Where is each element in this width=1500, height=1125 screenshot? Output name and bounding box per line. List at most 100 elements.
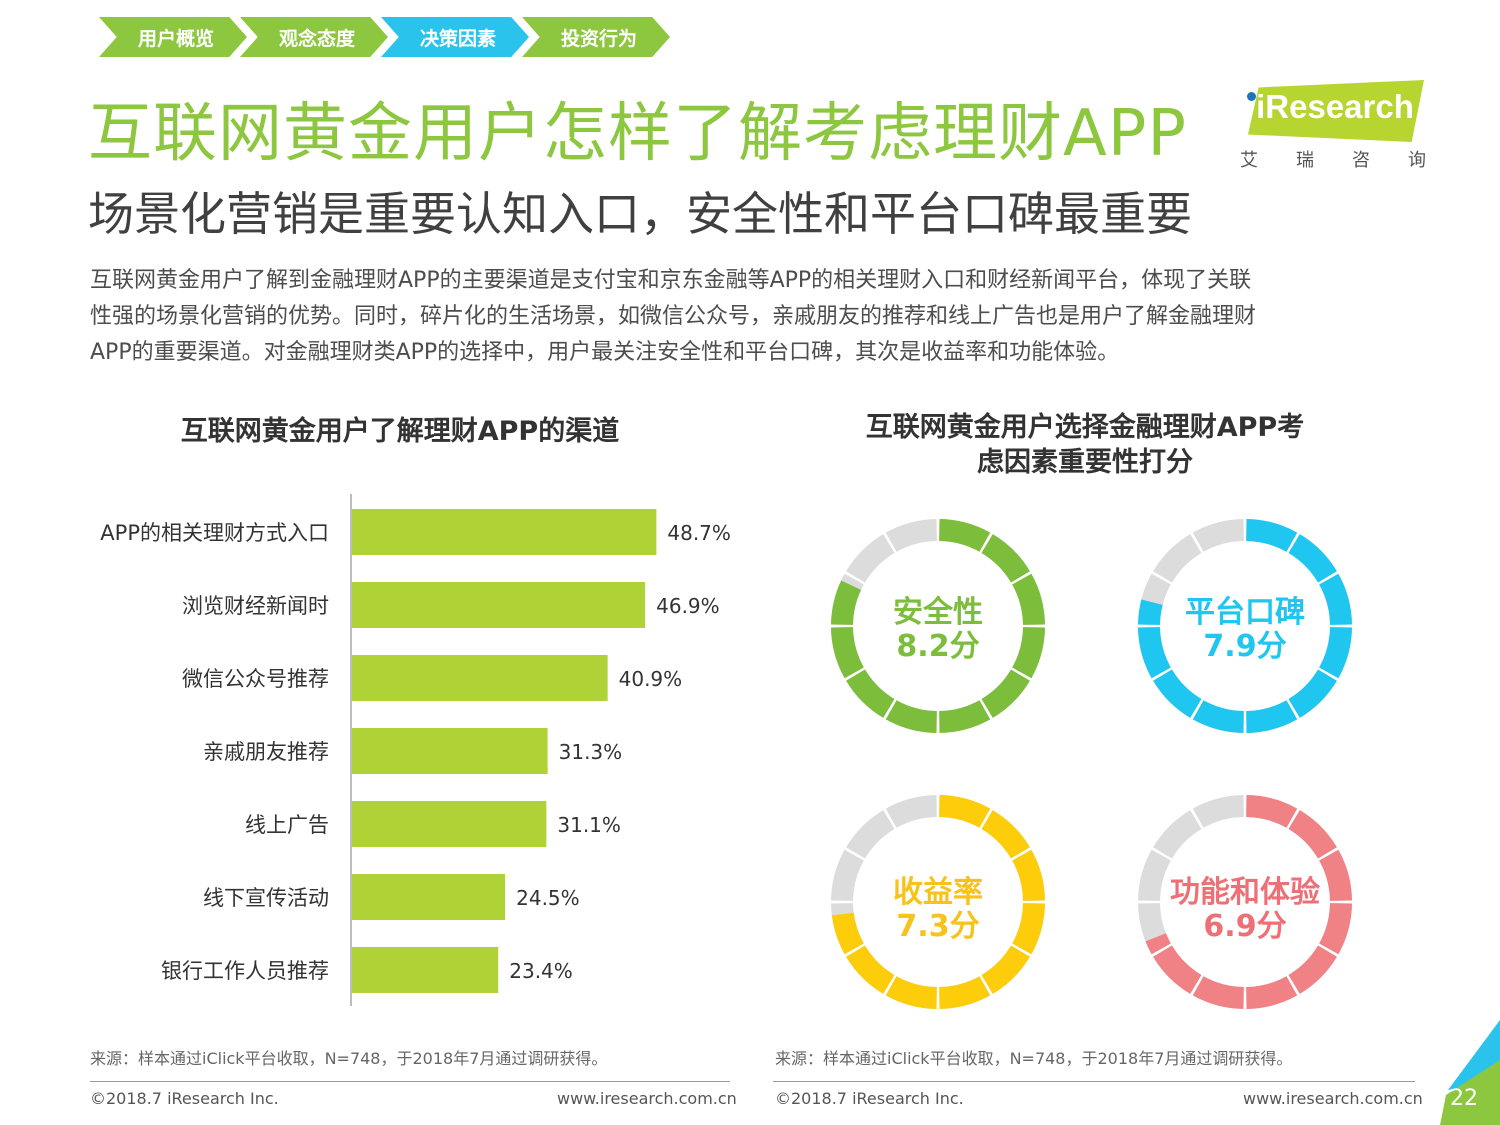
donut-score: 7.9分 (1203, 629, 1287, 664)
page-number: 22 (1450, 1086, 1478, 1111)
donut-ring (831, 519, 1045, 733)
footer-divider-right (773, 1081, 1415, 1082)
donut-value-segment (1319, 849, 1352, 902)
donut-track-segment (1192, 795, 1245, 828)
donut-track-segment (1192, 519, 1245, 552)
donut-value-segment (938, 795, 991, 828)
donut-value-segment (885, 700, 938, 733)
value-label: 46.9% (656, 594, 720, 618)
value-label: 24.5% (516, 886, 580, 910)
donut-value-segment (831, 580, 862, 626)
donut-value-segment (981, 810, 1030, 859)
donut-value-segment (1245, 795, 1298, 828)
corner-decoration (1440, 1020, 1500, 1125)
donut-track-segment (1153, 534, 1202, 583)
tab-user-overview[interactable]: 用户概览 (99, 17, 247, 57)
category-label: 线下宣传活动 (203, 886, 329, 910)
donut-value-segment (846, 669, 895, 718)
donut-chart-title-line: 虑因素重要性打分 (977, 447, 1193, 478)
bar (352, 509, 657, 555)
bar (352, 874, 506, 920)
donut-value-segment (1192, 976, 1245, 1009)
corner-triangle-green (1440, 1060, 1500, 1125)
tab-investment-behavior[interactable]: 投资行为 (522, 17, 670, 57)
donut-track-segment (885, 795, 938, 828)
donut-name: 平台口碑 (1185, 595, 1305, 630)
donut-value-segment (938, 519, 991, 552)
summary-line: 互联网黄金用户了解到金融理财APP的主要渠道是支付宝和京东金融等APP的相关理财… (90, 268, 1252, 293)
copyright-left: ©2018.7 iResearch Inc. (90, 1089, 279, 1108)
website-link-left[interactable]: www.iresearch.com.cn (557, 1089, 737, 1108)
logo-text: iResearch (1256, 88, 1414, 125)
donut-value-segment (1288, 669, 1337, 718)
donut-value-segment (1012, 849, 1045, 902)
donut-label-security: 安全性 8.2分 (838, 596, 1038, 664)
bar (352, 801, 547, 847)
donut-value-segment (1145, 933, 1171, 955)
donut-value-segment (1319, 902, 1352, 955)
donut-value-segment (1153, 669, 1202, 718)
summary-line: APP的重要渠道。对金融理财类APP的选择中，用户最关注安全性和平台口碑，其次是… (90, 340, 1120, 365)
logo-cn-char: 咨 (1352, 150, 1370, 171)
donut-value-segment (1288, 534, 1337, 583)
donut-value-segment (981, 534, 1030, 583)
summary-paragraph: 互联网黄金用户了解到金融理财APP的主要渠道是支付宝和京东金融等APP的相关理财… (90, 263, 1420, 371)
donut-value-segment (1288, 945, 1337, 994)
category-label: 亲戚朋友推荐 (203, 740, 329, 764)
bar (352, 655, 608, 701)
bar (352, 728, 548, 774)
summary-line: 性强的场景化营销的优势。同时，碎片化的生活场景，如微信公众号，亲戚朋友的推荐和线… (90, 304, 1257, 329)
donut-score: 7.3分 (896, 909, 980, 944)
donut-track-segment (846, 810, 895, 859)
donut-label-reputation: 平台口碑 7.9分 (1145, 596, 1345, 664)
donut-value-segment (1319, 573, 1352, 626)
donut-track-segment (831, 849, 864, 902)
donut-ring (1138, 795, 1352, 1009)
donut-ring (831, 795, 1045, 1009)
value-label: 31.3% (559, 740, 623, 764)
bar (352, 582, 646, 628)
value-label: 48.7% (667, 521, 731, 545)
donut-value-segment (1245, 519, 1298, 552)
donut-value-segment (846, 945, 895, 994)
donut-score: 8.2分 (896, 629, 980, 664)
donut-track-segment (846, 534, 895, 583)
bar-chart-title: 互联网黄金用户了解理财APP的渠道 (180, 416, 620, 447)
category-label: 微信公众号推荐 (182, 667, 329, 691)
donut-value-segment (1245, 700, 1298, 733)
bar (352, 947, 499, 993)
category-label: 浏览财经新闻时 (182, 594, 329, 618)
donut-track-segment (1153, 810, 1202, 859)
donut-value-segment (831, 912, 864, 955)
donut-value-segment (1138, 626, 1171, 679)
donut-value-segment (981, 669, 1030, 718)
donut-chart-title: 互联网黄金用户选择金融理财APP考 虑因素重要性打分 (800, 410, 1370, 480)
website-link-right[interactable]: www.iresearch.com.cn (1243, 1089, 1423, 1108)
logo-badge (1248, 80, 1424, 142)
source-note-left: 来源：样本通过iClick平台收取，N=748，于2018年7月通过调研获得。 (90, 1049, 608, 1068)
donut-value-segment (1138, 599, 1163, 626)
copyright-right: ©2018.7 iResearch Inc. (775, 1089, 964, 1108)
donut-value-segment (1153, 945, 1202, 994)
donut-score: 6.9分 (1203, 909, 1287, 944)
donut-name: 功能和体验 (1170, 875, 1320, 910)
donut-value-segment (1012, 902, 1045, 955)
logo-cn-char: 瑞 (1296, 150, 1314, 171)
category-label: 线上广告 (245, 813, 329, 837)
tab-attitude[interactable]: 观念态度 (240, 17, 388, 57)
donut-value-segment (1319, 626, 1352, 679)
category-label: APP的相关理财方式入口 (100, 521, 329, 545)
category-label: 银行工作人员推荐 (161, 959, 329, 983)
tab-decision-factors[interactable]: 决策因素 (381, 17, 529, 57)
donut-track-segment (885, 519, 938, 552)
donut-name: 安全性 (893, 595, 983, 630)
donut-chart-title-line: 互联网黄金用户选择金融理财APP考 (865, 412, 1305, 443)
logo-cn-char: 艾 (1240, 150, 1258, 171)
page-title: 互联网黄金用户怎样了解考虑理财APP (88, 97, 1187, 171)
donut-value-segment (938, 700, 991, 733)
value-label: 40.9% (619, 667, 683, 691)
donut-value-segment (1012, 626, 1045, 679)
donut-value-segment (885, 976, 938, 1009)
value-label: 23.4% (509, 959, 573, 983)
donut-value-segment (938, 976, 991, 1009)
